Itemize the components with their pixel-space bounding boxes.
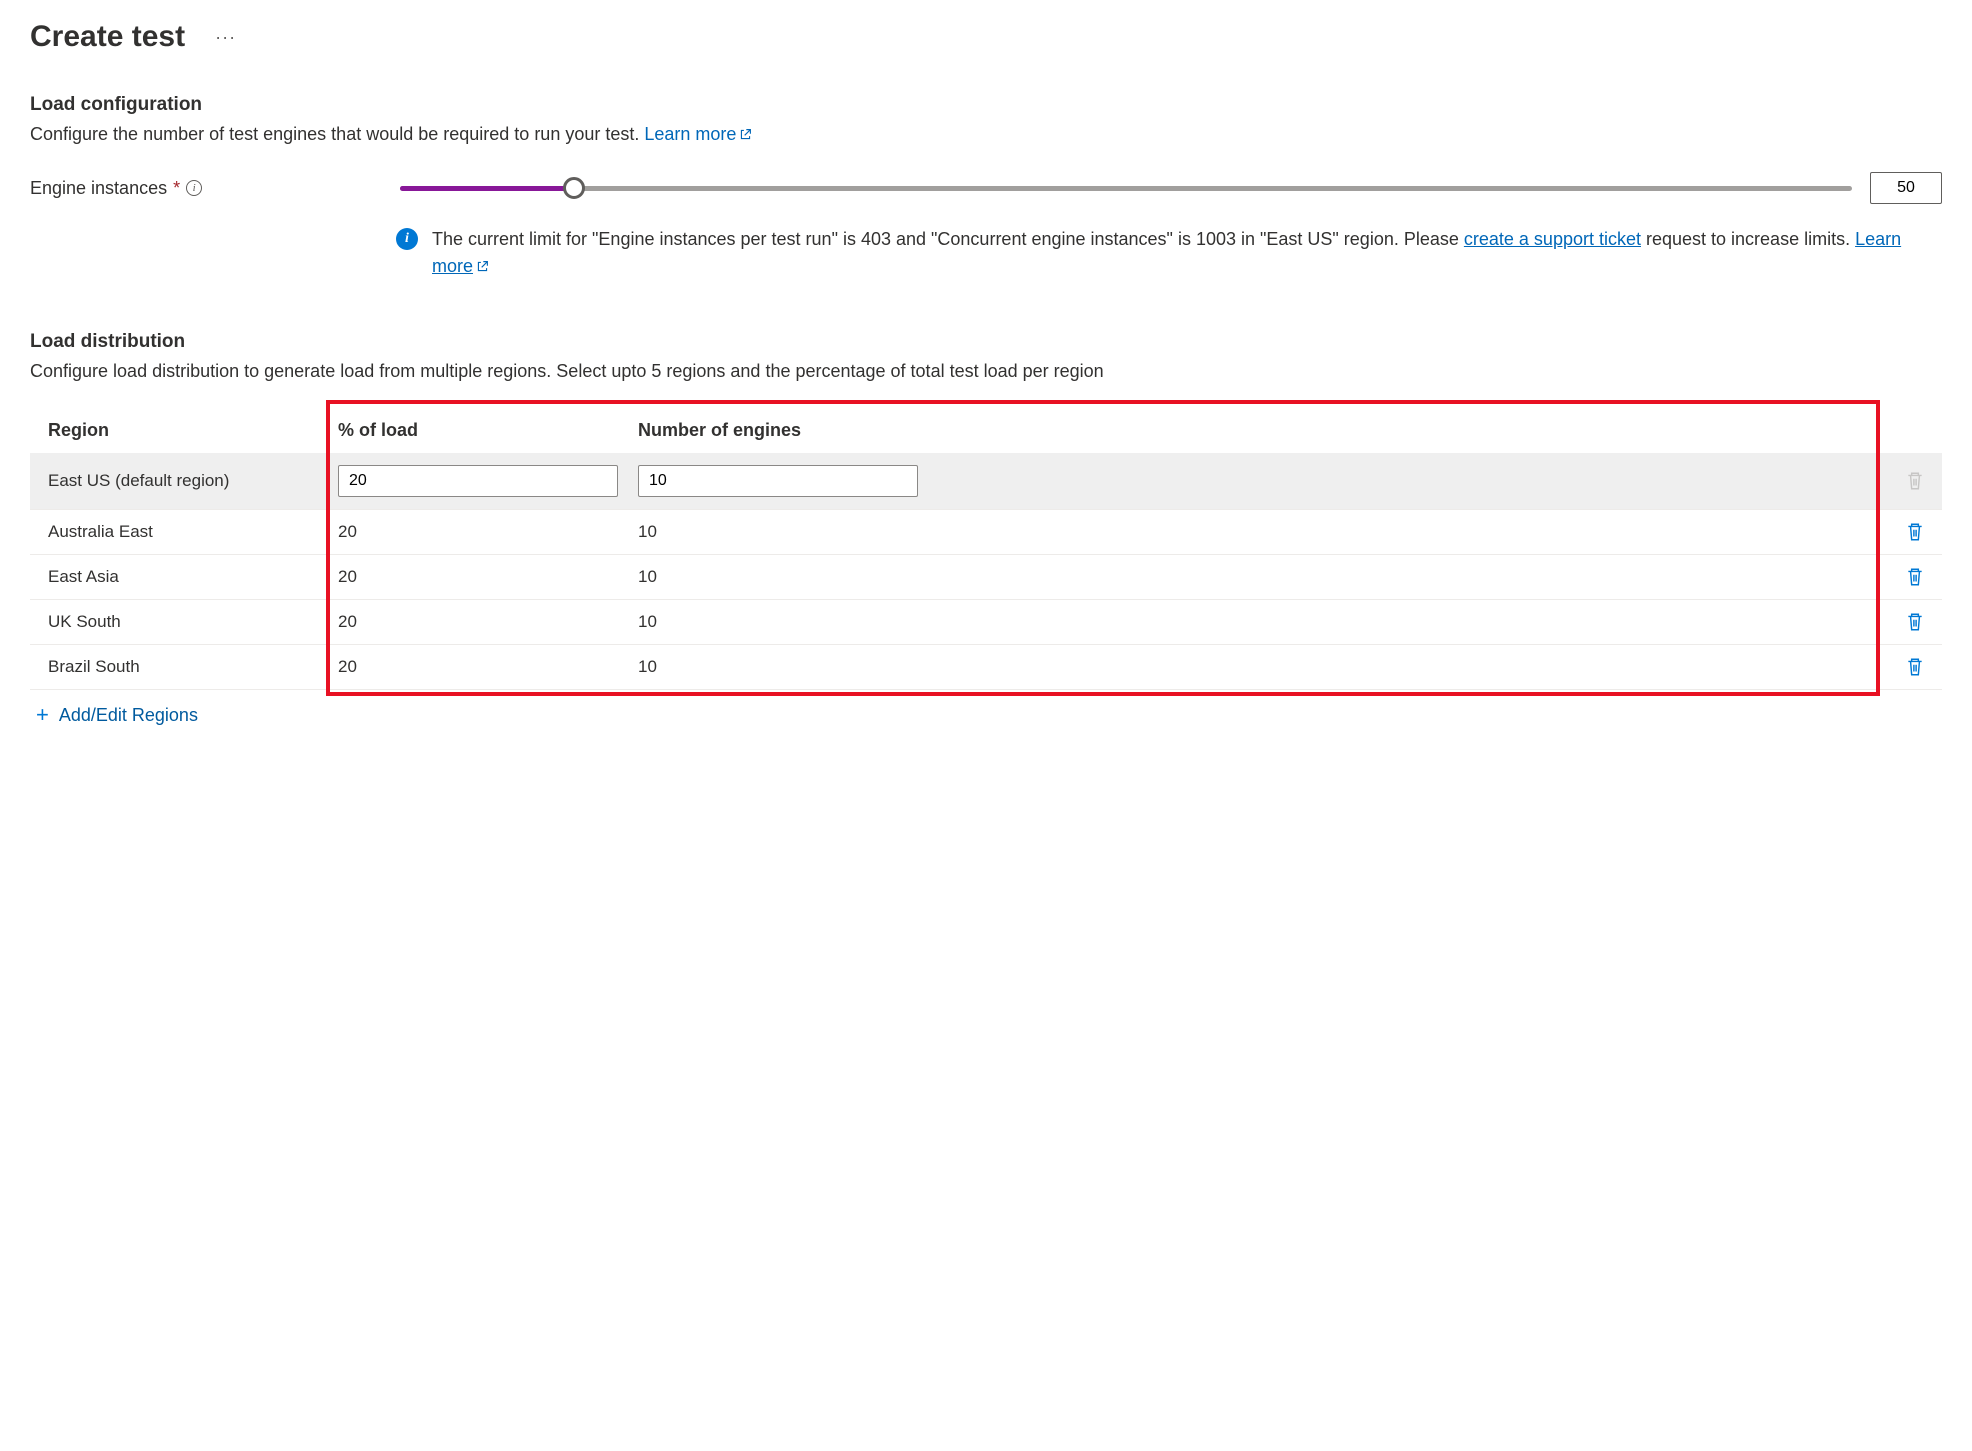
region-cell: East US (default region) bbox=[48, 471, 338, 491]
table-row: East Asia2010 bbox=[30, 555, 1942, 600]
load-cell: 20 bbox=[338, 657, 638, 677]
table-header: Region % of load Number of engines bbox=[30, 408, 1942, 453]
learn-more-link[interactable]: Learn more bbox=[644, 124, 752, 144]
load-config-desc-text: Configure the number of test engines tha… bbox=[30, 124, 644, 144]
region-cell: UK South bbox=[48, 612, 338, 632]
delete-icon[interactable] bbox=[1906, 612, 1924, 632]
region-cell: Brazil South bbox=[48, 657, 338, 677]
load-cell: 20 bbox=[338, 522, 638, 542]
engine-limit-info: The current limit for "Engine instances … bbox=[432, 226, 1902, 281]
table-row: UK South2010 bbox=[30, 600, 1942, 645]
engine-instances-slider[interactable] bbox=[400, 178, 1852, 198]
required-asterisk: * bbox=[173, 178, 180, 199]
load-config-title: Load configuration bbox=[30, 94, 1942, 116]
delete-icon[interactable] bbox=[1906, 522, 1924, 542]
load-cell: 20 bbox=[338, 612, 638, 632]
delete-icon[interactable] bbox=[1906, 657, 1924, 677]
region-table: Region % of load Number of engines East … bbox=[30, 408, 1942, 690]
engines-cell: 10 bbox=[638, 567, 1884, 587]
load-cell: 20 bbox=[338, 567, 638, 587]
region-cell: Australia East bbox=[48, 522, 338, 542]
region-cell: East Asia bbox=[48, 567, 338, 587]
load-dist-desc: Configure load distribution to generate … bbox=[30, 359, 1942, 384]
engines-input[interactable] bbox=[638, 465, 918, 497]
load-dist-title: Load distribution bbox=[30, 331, 1942, 353]
engines-cell: 10 bbox=[638, 612, 1884, 632]
table-row: East US (default region) bbox=[30, 453, 1942, 510]
col-region-header: Region bbox=[48, 420, 338, 441]
add-edit-regions-button[interactable]: + Add/Edit Regions bbox=[36, 704, 198, 726]
info-icon[interactable]: i bbox=[186, 180, 202, 196]
add-edit-regions-label: Add/Edit Regions bbox=[59, 705, 198, 726]
plus-icon: + bbox=[36, 704, 49, 726]
col-engines-header: Number of engines bbox=[638, 420, 1884, 441]
table-row: Australia East2010 bbox=[30, 510, 1942, 555]
col-load-header: % of load bbox=[338, 420, 638, 441]
slider-thumb[interactable] bbox=[563, 177, 585, 199]
engine-instances-label: Engine instances * i bbox=[30, 178, 400, 199]
delete-icon[interactable] bbox=[1906, 567, 1924, 587]
table-row: Brazil South2010 bbox=[30, 645, 1942, 690]
more-icon[interactable]: ··· bbox=[215, 27, 236, 48]
engine-instances-input[interactable] bbox=[1870, 172, 1942, 204]
external-link-icon bbox=[739, 123, 752, 148]
support-ticket-link[interactable]: create a support ticket bbox=[1464, 229, 1641, 249]
page-title: Create test bbox=[30, 20, 185, 54]
load-input[interactable] bbox=[338, 465, 618, 497]
load-config-desc: Configure the number of test engines tha… bbox=[30, 122, 1942, 148]
external-link-icon bbox=[476, 254, 489, 281]
delete-icon bbox=[1906, 471, 1924, 491]
engines-cell: 10 bbox=[638, 657, 1884, 677]
engines-cell: 10 bbox=[638, 522, 1884, 542]
info-icon: i bbox=[396, 228, 418, 250]
